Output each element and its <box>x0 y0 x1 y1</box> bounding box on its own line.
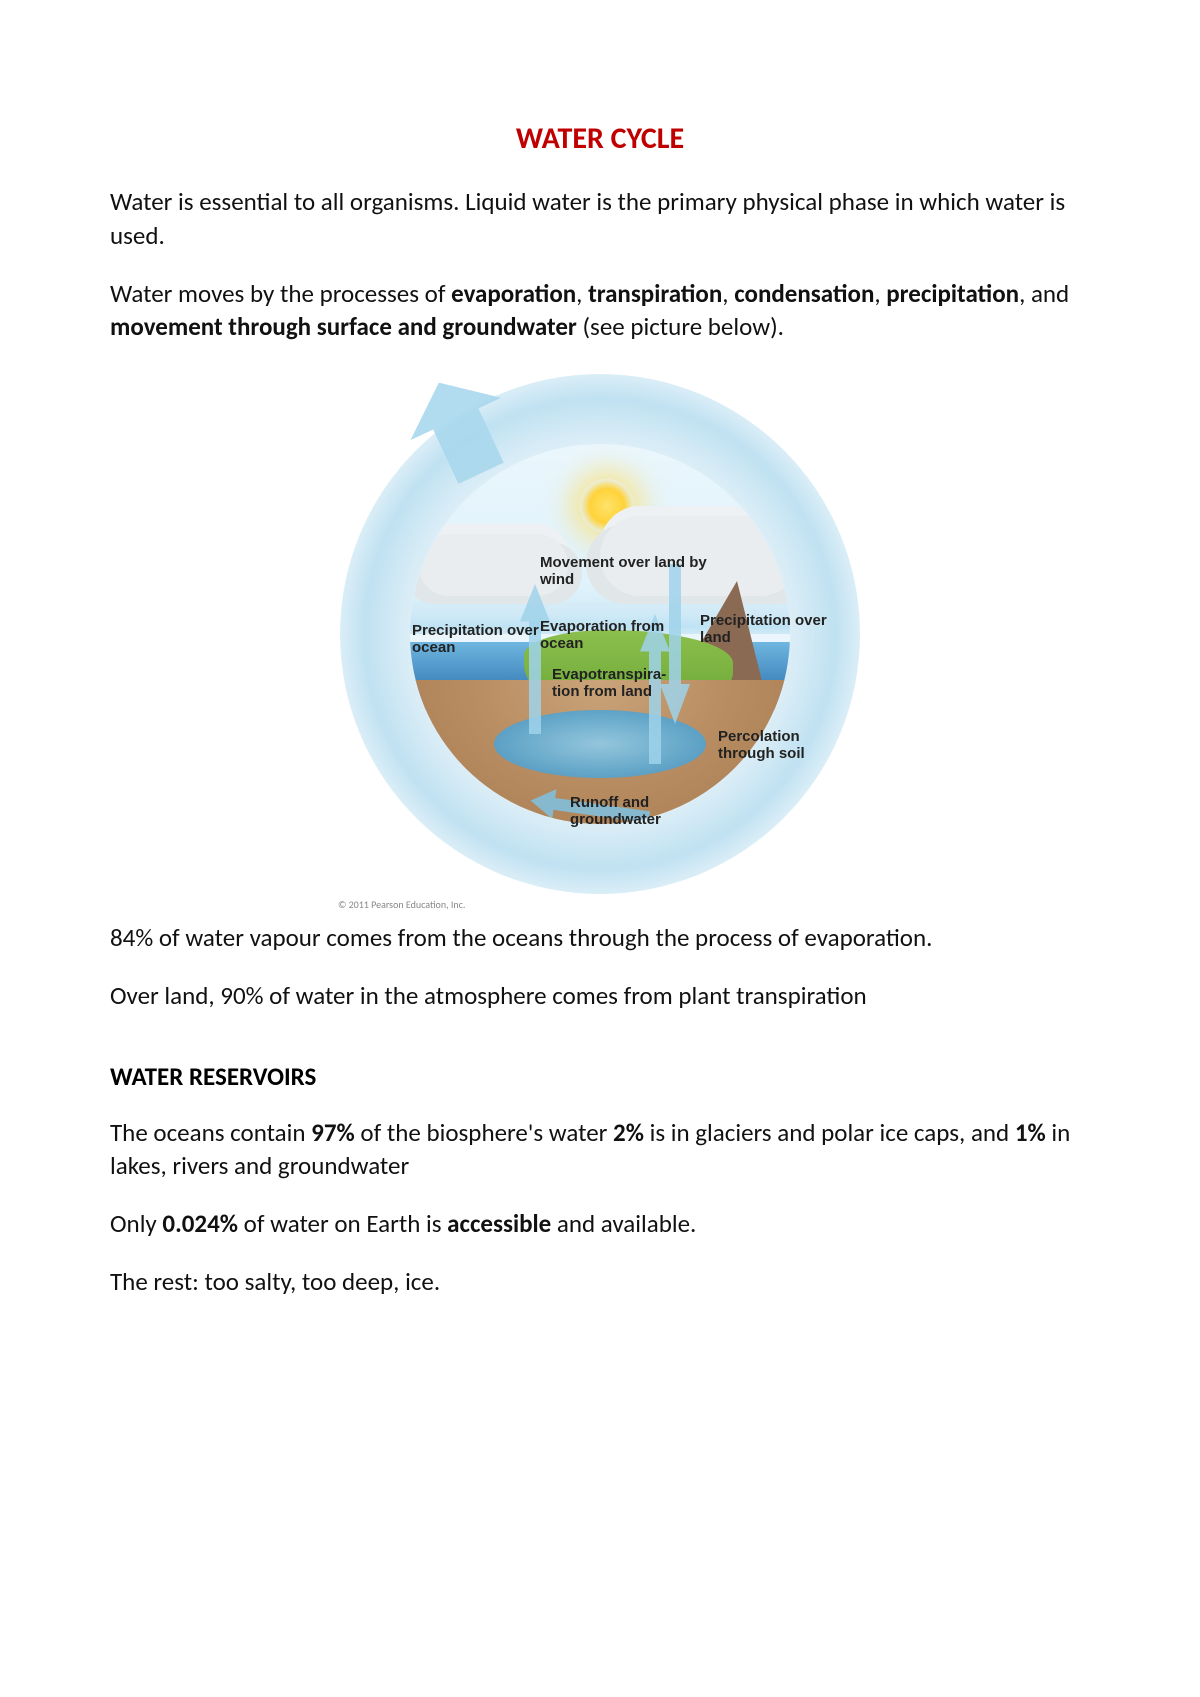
text: Only <box>110 1208 162 1239</box>
reservoirs-heading: WATER RESERVOIRS <box>110 1061 1090 1092</box>
process-term: precipitation <box>886 278 1019 309</box>
diagram-label-movement-wind: Movement over land by wind <box>540 554 710 589</box>
page-title: WATER CYCLE <box>110 120 1090 157</box>
text: (see picture below). <box>577 311 784 342</box>
reservoirs-paragraph-3: The rest: too salty, too deep, ice. <box>110 1265 1090 1299</box>
text: is in glaciers and polar ice caps, and <box>650 1117 1015 1148</box>
text: of water on Earth is <box>244 1208 448 1239</box>
percent-value: 2% <box>613 1117 644 1148</box>
text: Water moves by the processes of <box>110 278 451 309</box>
water-cycle-diagram: Movement over land by wind Precipitation… <box>320 374 880 911</box>
process-term: transpiration <box>588 278 722 309</box>
diagram-label-evapotranspiration: Evapotranspira- tion from land <box>552 666 712 701</box>
reservoirs-paragraph-1: The oceans contain 97% of the biosphere'… <box>110 1116 1090 1184</box>
percent-value: 97% <box>311 1117 355 1148</box>
emphasis: accessible <box>447 1208 551 1239</box>
stat-paragraph-1: 84% of water vapour comes from the ocean… <box>110 921 1090 955</box>
diagram-label-precip-ocean: Precipitation over ocean <box>412 622 542 657</box>
intro-paragraph-1: Water is essential to all organisms. Liq… <box>110 185 1090 253</box>
process-term: movement through surface and groundwater <box>110 311 577 342</box>
process-term: condensation <box>734 278 874 309</box>
diagram-label-percolation: Percolation through soil <box>718 728 838 763</box>
intro-paragraph-2: Water moves by the processes of evaporat… <box>110 277 1090 345</box>
process-term: evaporation <box>451 278 576 309</box>
diagram-copyright: © 2011 Pearson Education, Inc. <box>338 898 880 911</box>
percent-value: 1% <box>1015 1117 1046 1148</box>
diagram-label-runoff: Runoff and groundwater <box>570 794 710 829</box>
diagram-label-precip-land: Precipitation over land <box>700 612 830 647</box>
text: of the biosphere's water <box>360 1117 613 1148</box>
reservoirs-paragraph-2: Only 0.024% of water on Earth is accessi… <box>110 1207 1090 1241</box>
percent-value: 0.024% <box>162 1208 238 1239</box>
text: The oceans contain <box>110 1117 311 1148</box>
document-page: WATER CYCLE Water is essential to all or… <box>0 0 1200 1423</box>
diagram-label-evap-ocean: Evaporation from ocean <box>540 618 670 653</box>
stat-paragraph-2: Over land, 90% of water in the atmospher… <box>110 979 1090 1013</box>
text: and available. <box>557 1208 696 1239</box>
